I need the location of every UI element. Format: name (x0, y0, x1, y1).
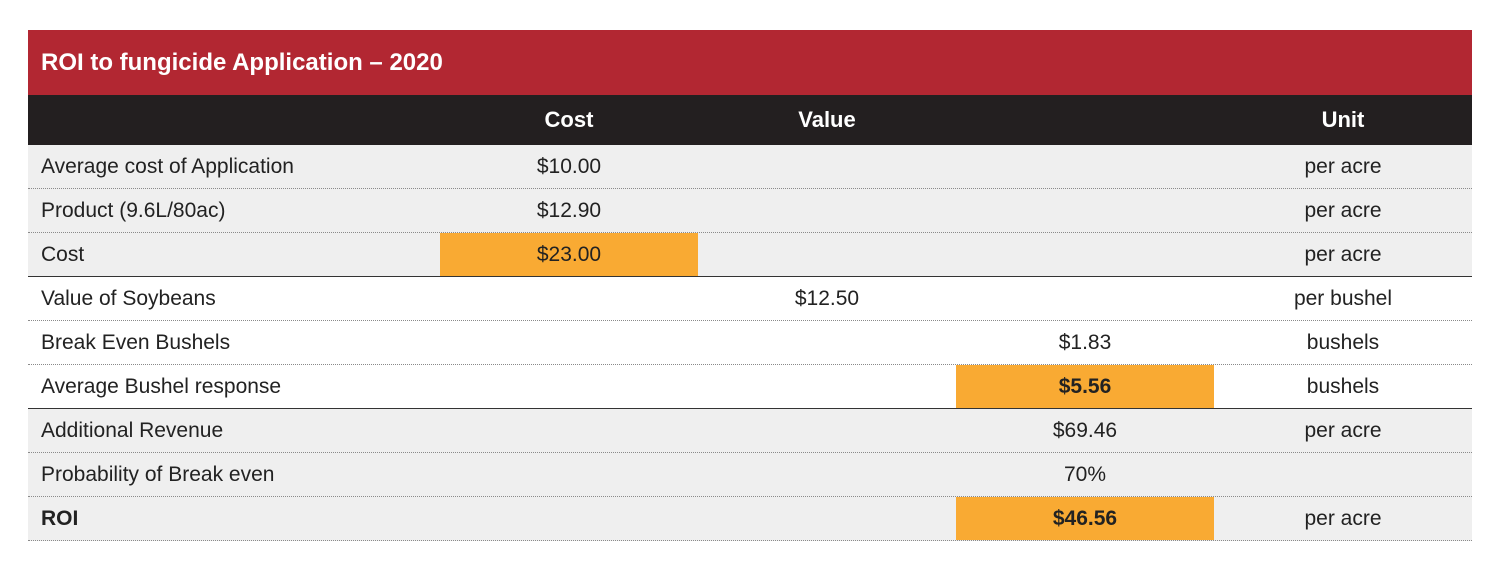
row-cost (440, 453, 698, 496)
row-unit: per bushel (1293, 286, 1393, 310)
row-value (698, 453, 956, 496)
row-cost (440, 497, 698, 540)
row-unit: bushels (1306, 374, 1380, 398)
header-unit: Unit (1321, 107, 1365, 132)
row-cost (440, 409, 698, 452)
table-row: Product (9.6L/80ac) $12.90 per acre (28, 189, 1472, 233)
table-header-row: Cost Value Unit (28, 95, 1472, 145)
row-label: Average cost of Application (41, 154, 294, 178)
table-row: Additional Revenue $69.46 per acre (28, 409, 1472, 453)
row-value2: 70% (1063, 462, 1107, 486)
table-row: Cost $23.00 per acre (28, 233, 1472, 277)
row-cost (440, 365, 698, 408)
row-cost: $12.90 (536, 198, 602, 222)
table-row: Probability of Break even 70% (28, 453, 1472, 497)
header-label (41, 95, 441, 145)
row-value (698, 233, 956, 276)
row-cost-highlight: $23.00 (440, 233, 698, 276)
row-value (698, 409, 956, 452)
table-row: Break Even Bushels $1.83 bushels (28, 321, 1472, 365)
row-value: $12.50 (794, 286, 860, 310)
roi-table: ROI to fungicide Application – 2020 Cost… (28, 30, 1472, 541)
row-value (698, 497, 956, 540)
row-value2-highlight: $46.56 (956, 497, 1214, 540)
row-value (698, 321, 956, 364)
table-row: Average Bushel response $5.56 bushels (28, 365, 1472, 409)
row-value (698, 145, 956, 188)
row-unit: per acre (1304, 418, 1382, 442)
row-label: ROI (41, 506, 79, 530)
row-value2 (956, 145, 1214, 188)
row-cost (440, 321, 698, 364)
row-unit: per acre (1304, 198, 1382, 222)
row-cost: $10.00 (536, 154, 602, 178)
row-value2: $1.83 (1058, 330, 1112, 354)
row-label: Average Bushel response (41, 374, 282, 398)
table-row: ROI $46.56 per acre (28, 497, 1472, 541)
row-unit: per acre (1304, 242, 1382, 266)
row-cost (440, 277, 698, 320)
row-value2 (956, 233, 1214, 276)
header-value: Value (798, 107, 856, 132)
row-unit: bushels (1306, 330, 1380, 354)
row-value2-highlight: $5.56 (956, 365, 1214, 408)
row-label: Value of Soybeans (41, 286, 216, 310)
row-value2 (956, 189, 1214, 232)
row-value (698, 189, 956, 232)
table-title: ROI to fungicide Application – 2020 (28, 30, 1472, 95)
table-title-text: ROI to fungicide Application – 2020 (41, 48, 443, 76)
row-label: Break Even Bushels (41, 330, 231, 354)
row-unit: per acre (1304, 154, 1382, 178)
row-label: Cost (41, 242, 85, 266)
row-unit (1214, 453, 1472, 496)
table-row: Value of Soybeans $12.50 per bushel (28, 277, 1472, 321)
row-value2: $69.46 (1052, 418, 1118, 442)
row-label: Probability of Break even (41, 462, 275, 486)
header-value2 (956, 95, 1214, 145)
row-value (698, 365, 956, 408)
row-label: Additional Revenue (41, 418, 224, 442)
table-row: Average cost of Application $10.00 per a… (28, 145, 1472, 189)
row-label: Product (9.6L/80ac) (41, 198, 226, 222)
row-unit: per acre (1304, 506, 1382, 530)
header-cost: Cost (544, 107, 594, 132)
row-value2 (956, 277, 1214, 320)
